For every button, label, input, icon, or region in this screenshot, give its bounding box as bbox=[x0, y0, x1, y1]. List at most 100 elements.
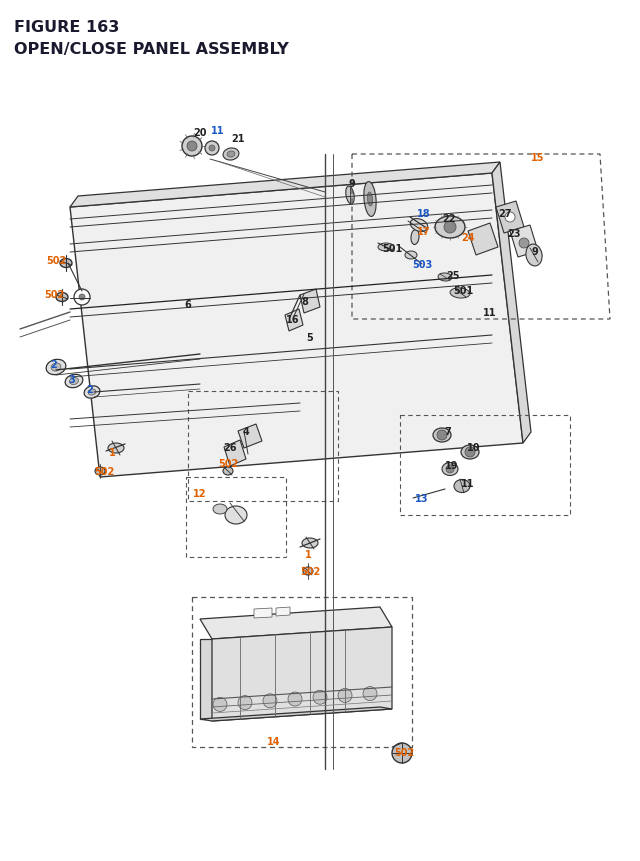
Ellipse shape bbox=[225, 506, 247, 524]
Bar bbox=[186, 478, 286, 557]
Circle shape bbox=[363, 687, 377, 701]
Polygon shape bbox=[254, 608, 272, 618]
Polygon shape bbox=[496, 201, 524, 233]
Ellipse shape bbox=[65, 375, 83, 388]
Ellipse shape bbox=[108, 443, 124, 454]
Polygon shape bbox=[224, 441, 246, 467]
Text: 1: 1 bbox=[109, 448, 115, 457]
Text: 1: 1 bbox=[305, 549, 312, 560]
Text: 11: 11 bbox=[483, 307, 497, 318]
Bar bbox=[192, 598, 412, 747]
Circle shape bbox=[238, 696, 252, 709]
Text: 9: 9 bbox=[532, 247, 538, 257]
Polygon shape bbox=[70, 163, 500, 208]
Circle shape bbox=[505, 213, 515, 223]
Text: 15: 15 bbox=[531, 152, 545, 163]
Ellipse shape bbox=[223, 149, 239, 161]
Text: 17: 17 bbox=[417, 226, 431, 237]
Polygon shape bbox=[238, 424, 262, 449]
Ellipse shape bbox=[450, 288, 470, 299]
Text: 18: 18 bbox=[417, 208, 431, 219]
Text: 503: 503 bbox=[412, 260, 432, 269]
Ellipse shape bbox=[70, 378, 79, 385]
Polygon shape bbox=[212, 628, 392, 722]
Circle shape bbox=[187, 142, 197, 152]
Circle shape bbox=[74, 289, 90, 306]
Text: 14: 14 bbox=[268, 736, 281, 746]
Polygon shape bbox=[300, 289, 320, 313]
Polygon shape bbox=[200, 639, 212, 719]
Circle shape bbox=[182, 137, 202, 157]
Text: 3: 3 bbox=[68, 375, 76, 385]
Text: 5: 5 bbox=[307, 332, 314, 343]
Circle shape bbox=[209, 146, 215, 152]
Ellipse shape bbox=[526, 245, 542, 267]
Text: 501: 501 bbox=[382, 244, 402, 254]
Text: 25: 25 bbox=[446, 270, 460, 281]
Ellipse shape bbox=[213, 505, 227, 514]
Circle shape bbox=[392, 743, 412, 763]
Ellipse shape bbox=[461, 445, 479, 460]
Polygon shape bbox=[276, 607, 290, 616]
Text: 6: 6 bbox=[184, 300, 191, 310]
Text: 11: 11 bbox=[461, 479, 475, 488]
Text: 24: 24 bbox=[461, 232, 475, 243]
Text: 27: 27 bbox=[499, 208, 512, 219]
Ellipse shape bbox=[378, 244, 394, 251]
Text: FIGURE 163: FIGURE 163 bbox=[14, 20, 120, 35]
Polygon shape bbox=[492, 163, 531, 443]
Circle shape bbox=[437, 430, 447, 441]
Ellipse shape bbox=[227, 152, 235, 158]
Text: 4: 4 bbox=[243, 426, 250, 437]
Ellipse shape bbox=[223, 468, 233, 475]
Polygon shape bbox=[200, 707, 392, 722]
Circle shape bbox=[465, 448, 475, 457]
Ellipse shape bbox=[438, 274, 452, 282]
Ellipse shape bbox=[405, 251, 417, 260]
Text: 20: 20 bbox=[193, 127, 207, 138]
Ellipse shape bbox=[442, 463, 458, 476]
Text: OPEN/CLOSE PANEL ASSEMBLY: OPEN/CLOSE PANEL ASSEMBLY bbox=[14, 42, 289, 57]
Text: 10: 10 bbox=[467, 443, 481, 453]
Text: 502: 502 bbox=[300, 567, 320, 576]
Circle shape bbox=[79, 294, 85, 300]
Ellipse shape bbox=[433, 429, 451, 443]
Text: 16: 16 bbox=[286, 314, 300, 325]
Ellipse shape bbox=[56, 293, 68, 302]
Text: 7: 7 bbox=[445, 426, 451, 437]
Polygon shape bbox=[200, 607, 392, 639]
Ellipse shape bbox=[346, 187, 354, 205]
Ellipse shape bbox=[51, 363, 61, 372]
Ellipse shape bbox=[454, 480, 470, 493]
Circle shape bbox=[446, 466, 454, 474]
Ellipse shape bbox=[411, 230, 419, 245]
Ellipse shape bbox=[367, 193, 372, 207]
Ellipse shape bbox=[84, 387, 100, 399]
Text: 22: 22 bbox=[442, 214, 456, 224]
Text: 9: 9 bbox=[349, 179, 355, 189]
Polygon shape bbox=[468, 224, 498, 256]
Text: 11: 11 bbox=[211, 126, 225, 136]
Circle shape bbox=[313, 691, 327, 704]
Text: 26: 26 bbox=[223, 443, 237, 453]
Text: 23: 23 bbox=[508, 229, 521, 238]
Circle shape bbox=[213, 697, 227, 711]
Ellipse shape bbox=[364, 183, 376, 217]
Polygon shape bbox=[285, 310, 303, 331]
Text: 502: 502 bbox=[44, 289, 64, 300]
Ellipse shape bbox=[46, 360, 66, 375]
Bar bbox=[188, 392, 338, 501]
Circle shape bbox=[263, 694, 277, 708]
Ellipse shape bbox=[410, 220, 428, 232]
Circle shape bbox=[519, 238, 529, 249]
Polygon shape bbox=[510, 226, 538, 257]
Text: 2: 2 bbox=[51, 360, 58, 369]
Circle shape bbox=[205, 142, 219, 156]
Polygon shape bbox=[70, 174, 523, 478]
Text: 19: 19 bbox=[445, 461, 459, 470]
Text: 2: 2 bbox=[86, 385, 93, 394]
Text: 502: 502 bbox=[94, 467, 114, 476]
Text: 502: 502 bbox=[394, 747, 414, 757]
Ellipse shape bbox=[95, 468, 105, 475]
Circle shape bbox=[338, 689, 352, 703]
